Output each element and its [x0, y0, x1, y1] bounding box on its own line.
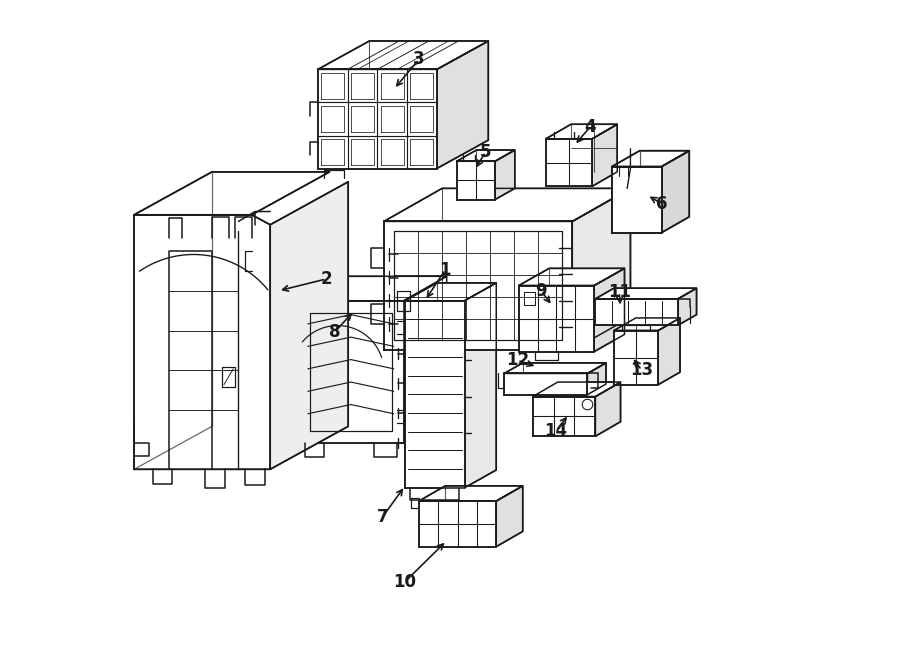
Polygon shape: [504, 373, 588, 395]
Polygon shape: [658, 318, 680, 385]
Polygon shape: [545, 139, 592, 186]
Polygon shape: [384, 221, 572, 350]
Text: 11: 11: [608, 283, 631, 301]
Polygon shape: [504, 363, 606, 373]
Polygon shape: [134, 215, 270, 469]
Polygon shape: [572, 188, 631, 350]
Polygon shape: [384, 188, 631, 221]
Polygon shape: [456, 161, 495, 200]
Polygon shape: [678, 288, 697, 325]
Polygon shape: [545, 124, 617, 139]
Polygon shape: [533, 382, 620, 397]
Polygon shape: [134, 172, 329, 215]
Polygon shape: [456, 150, 515, 161]
Text: 9: 9: [536, 282, 547, 300]
Text: 7: 7: [377, 508, 389, 526]
Polygon shape: [318, 41, 489, 69]
Polygon shape: [404, 276, 446, 443]
Polygon shape: [592, 124, 617, 186]
Polygon shape: [596, 382, 620, 436]
Polygon shape: [495, 150, 515, 200]
Polygon shape: [496, 486, 523, 547]
Polygon shape: [436, 41, 489, 169]
Polygon shape: [464, 283, 496, 488]
Text: 4: 4: [584, 118, 596, 136]
Polygon shape: [612, 167, 662, 233]
Polygon shape: [596, 299, 678, 325]
Polygon shape: [518, 286, 594, 352]
Polygon shape: [298, 301, 404, 443]
Text: 14: 14: [544, 422, 567, 440]
Polygon shape: [405, 283, 496, 301]
Polygon shape: [418, 486, 523, 501]
Text: 13: 13: [630, 361, 653, 379]
Polygon shape: [588, 363, 606, 395]
Polygon shape: [418, 501, 496, 547]
Polygon shape: [533, 397, 596, 436]
Text: 5: 5: [480, 143, 491, 161]
Text: 2: 2: [320, 270, 332, 288]
Polygon shape: [614, 318, 680, 330]
Text: 10: 10: [393, 572, 417, 591]
Polygon shape: [596, 288, 697, 299]
Text: 8: 8: [329, 323, 341, 341]
Polygon shape: [270, 182, 348, 469]
Text: 3: 3: [413, 50, 425, 69]
Text: 12: 12: [506, 351, 529, 369]
Polygon shape: [318, 69, 436, 169]
Polygon shape: [518, 268, 625, 286]
Polygon shape: [612, 151, 689, 167]
Polygon shape: [594, 268, 625, 352]
Polygon shape: [614, 330, 658, 385]
Polygon shape: [298, 276, 446, 301]
Text: 6: 6: [656, 194, 667, 213]
Polygon shape: [405, 301, 464, 488]
Polygon shape: [662, 151, 689, 233]
Text: 1: 1: [439, 260, 451, 279]
